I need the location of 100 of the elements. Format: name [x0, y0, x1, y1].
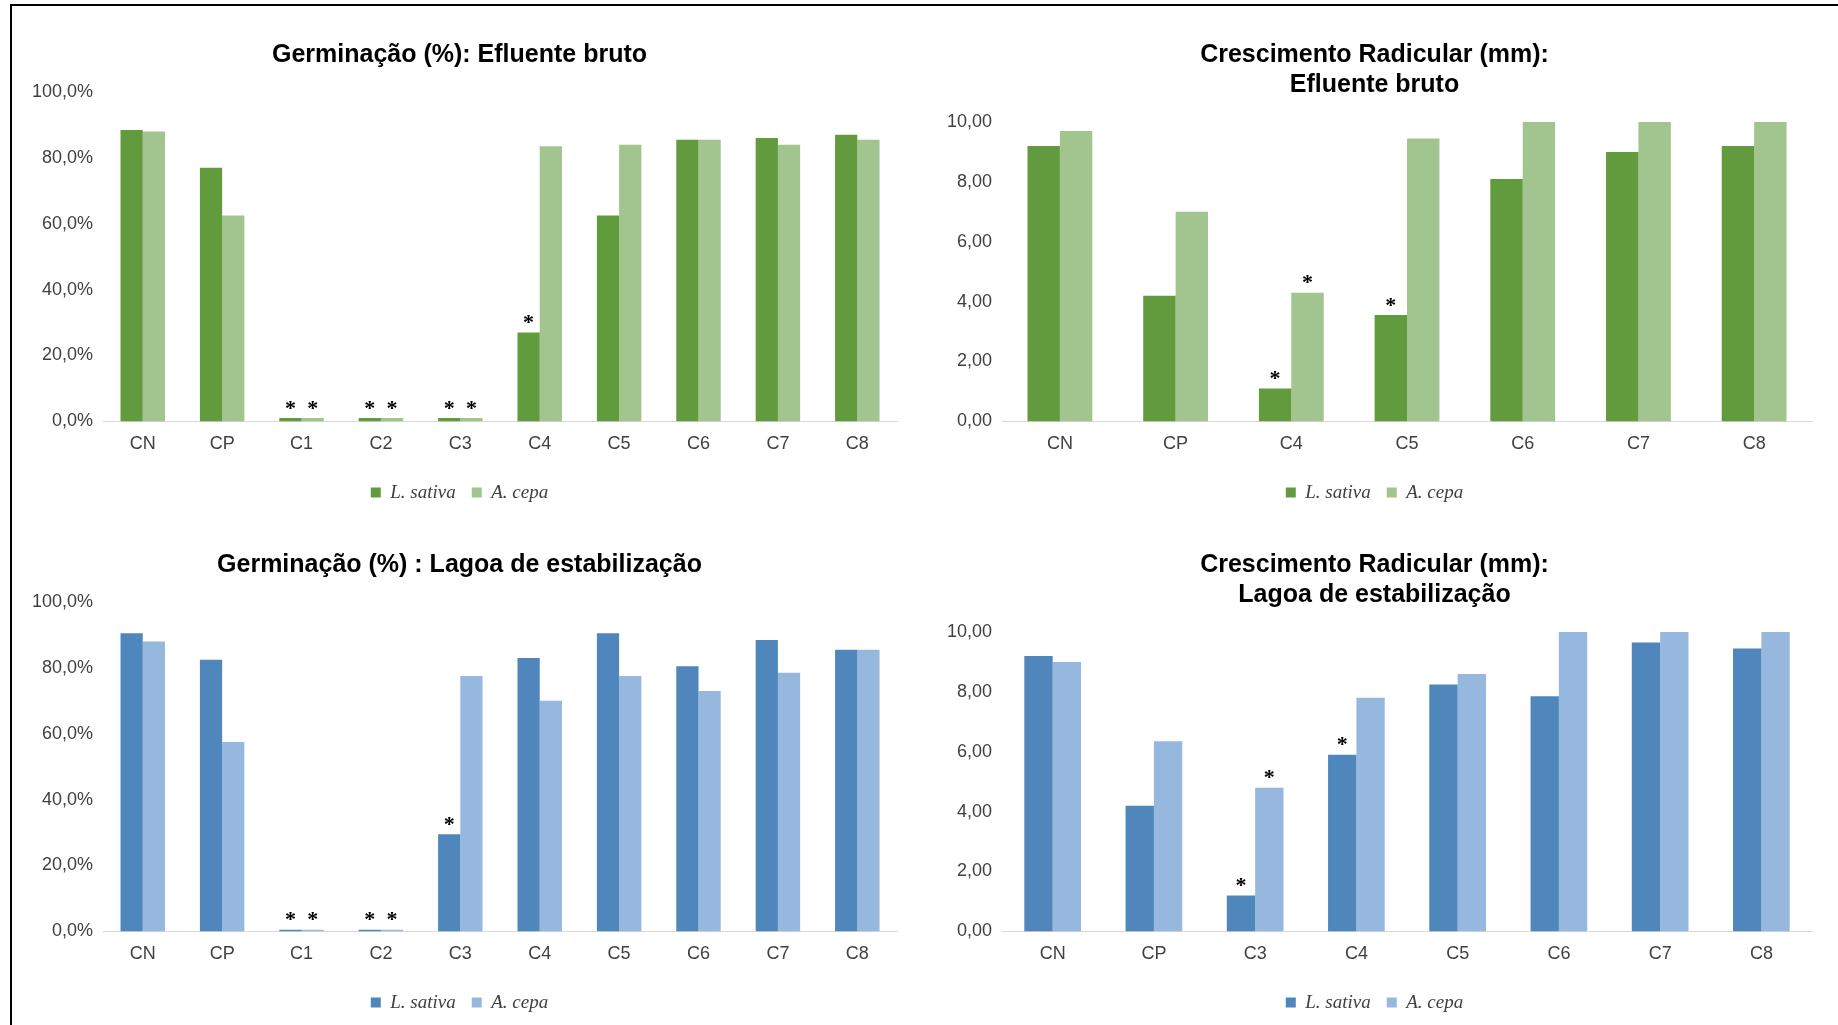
- bar: [1291, 292, 1324, 422]
- bar: [596, 633, 620, 932]
- x-tick-label: CN: [1039, 943, 1066, 964]
- bar: [1761, 632, 1790, 932]
- legend-label: L. sativa: [1304, 480, 1371, 502]
- bar: [676, 139, 699, 422]
- x-tick-label: CP: [209, 943, 235, 964]
- x-tick-label: CN: [129, 943, 156, 964]
- chart-title: Germinação (%): Efluente bruto: [271, 38, 648, 67]
- legend-label: A. cepa: [1404, 990, 1464, 1012]
- bar: [1024, 655, 1053, 932]
- x-tick-label: C6: [687, 943, 711, 964]
- bar: [1606, 151, 1639, 422]
- x-tick-label: CP: [1163, 433, 1189, 454]
- bar: [1530, 696, 1559, 932]
- bar: [120, 633, 143, 932]
- x-tick-label: C5: [1395, 433, 1419, 454]
- bar: [777, 672, 801, 932]
- bar: [755, 639, 778, 932]
- y-tick-label: 0,00: [957, 410, 993, 431]
- y-tick-label: 4,00: [957, 800, 993, 821]
- y-tick-label: 0,00: [957, 920, 993, 941]
- y-tick-label: 100,0%: [31, 80, 94, 101]
- bar: [1374, 315, 1408, 422]
- x-tick-label: C2: [369, 943, 393, 964]
- x-tick-label: CP: [1141, 943, 1167, 964]
- y-tick-label: 40,0%: [42, 278, 94, 299]
- y-tick-label: 8,00: [957, 680, 993, 701]
- y-tick-label: 2,00: [957, 350, 993, 371]
- bar: [1522, 122, 1556, 422]
- annotation: *: [465, 394, 477, 420]
- bar: [835, 649, 858, 932]
- bar: [358, 418, 381, 422]
- bar: [619, 676, 642, 932]
- x-tick-label: C3: [1243, 943, 1267, 964]
- bar: [517, 658, 540, 932]
- x-tick-label: C4: [528, 943, 552, 964]
- bar: [1027, 145, 1060, 422]
- bar: [199, 167, 223, 422]
- x-tick-label: C1: [290, 433, 314, 454]
- bar: [1175, 211, 1208, 422]
- chart-title: Crescimento Radicular (mm): Lagoa de estabilização: [1200, 548, 1549, 607]
- x-tick-label: C7: [766, 943, 790, 964]
- y-tick-label: 40,0%: [42, 788, 94, 809]
- bar: [438, 834, 461, 932]
- bar: [1631, 642, 1661, 932]
- x-tick-label: CN: [1046, 433, 1073, 454]
- annotation: *: [307, 394, 319, 420]
- annotation: *: [443, 394, 455, 420]
- bar: [380, 418, 404, 422]
- bar: [1721, 145, 1755, 422]
- chart-title: Crescimento Radicular (mm): Efluente bruto: [1200, 38, 1549, 97]
- x-tick-label: C7: [1626, 433, 1650, 454]
- x-tick-label: C8: [1749, 943, 1773, 964]
- bar: [698, 690, 721, 932]
- x-tick-label: C3: [448, 943, 472, 964]
- bar: [1457, 673, 1486, 932]
- bar: [857, 649, 880, 932]
- bar: [1429, 684, 1458, 932]
- x-tick-label: C5: [1446, 943, 1470, 964]
- y-tick-label: 6,00: [957, 230, 993, 251]
- annotation: *: [1269, 365, 1281, 391]
- bar: [1407, 138, 1440, 422]
- bar: [755, 138, 778, 422]
- bar: [619, 144, 642, 422]
- x-tick-label: C3: [448, 433, 472, 454]
- bar: [120, 129, 143, 422]
- x-tick-label: C8: [845, 943, 869, 964]
- x-tick-label: C4: [1344, 943, 1368, 964]
- x-tick-label: C5: [607, 943, 631, 964]
- x-tick-label: CN: [129, 433, 156, 454]
- y-tick-label: 0,0%: [52, 920, 94, 941]
- x-tick-label: C6: [687, 433, 711, 454]
- y-tick-label: 100,0%: [31, 590, 94, 611]
- x-tick-label: C6: [1547, 943, 1571, 964]
- bar: [142, 131, 165, 422]
- bar: [517, 332, 540, 422]
- annotation: *: [386, 394, 398, 420]
- bar: [1226, 895, 1256, 932]
- bar: [1052, 661, 1082, 932]
- annotation: *: [307, 906, 319, 932]
- bar: [279, 418, 302, 422]
- bar: [222, 215, 245, 422]
- x-tick-label: C8: [1742, 433, 1766, 454]
- bar: [1638, 122, 1671, 422]
- bar: [1356, 697, 1385, 932]
- y-tick-label: 2,00: [957, 860, 993, 881]
- x-tick-label: C7: [766, 433, 790, 454]
- annotation: *: [523, 309, 535, 335]
- bar: [1143, 295, 1176, 422]
- bar: [1490, 178, 1523, 422]
- bar: [1125, 805, 1154, 932]
- bar: [301, 418, 324, 422]
- bar: [676, 666, 699, 932]
- bar: [1059, 130, 1093, 422]
- bar: [222, 742, 245, 932]
- legend-label: L. sativa: [389, 480, 456, 502]
- bar: [539, 700, 562, 932]
- y-tick-label: 20,0%: [42, 344, 94, 365]
- bar: [1153, 741, 1183, 932]
